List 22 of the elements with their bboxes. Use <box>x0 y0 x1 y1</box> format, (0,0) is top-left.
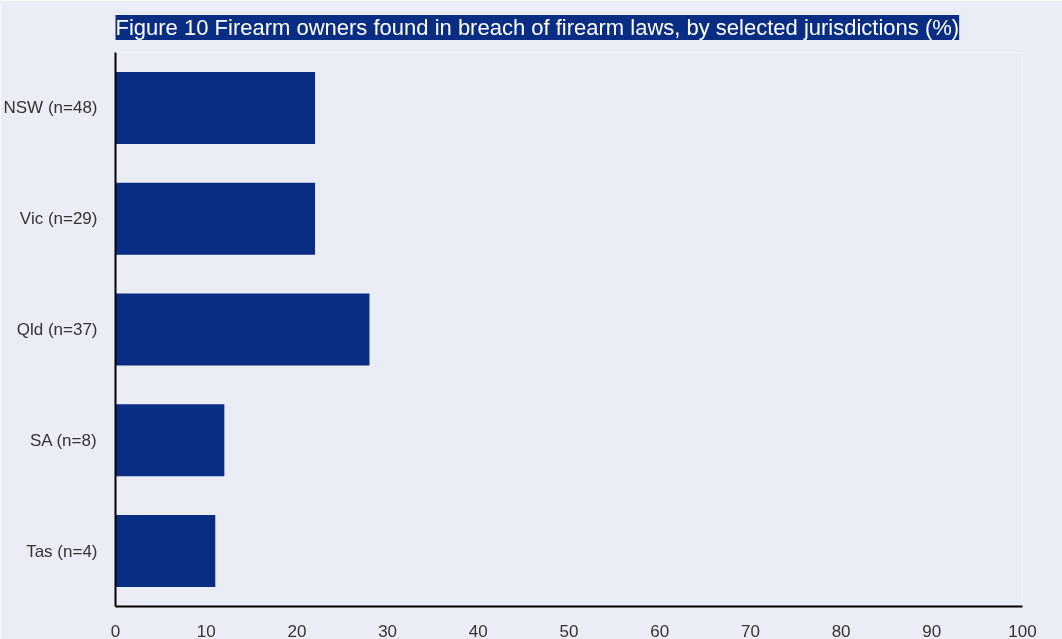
y-tick-label: NSW (n=48) <box>3 98 98 118</box>
x-tick-label: 90 <box>922 621 942 639</box>
x-tick-label: 30 <box>378 621 398 639</box>
x-tick-label: 70 <box>740 621 760 639</box>
x-tick-label: 50 <box>559 621 579 639</box>
chart-title: Figure 10 Firearm owners found in breach of firearm laws, by selected jurisdictions (%) <box>115 15 960 40</box>
bar <box>115 182 316 255</box>
bar <box>115 404 225 477</box>
y-tick-label: SA (n=8) <box>29 430 97 450</box>
y-tick-label: Vic (n=29) <box>19 209 98 229</box>
bar <box>115 71 316 144</box>
x-tick-label: 20 <box>287 621 307 639</box>
y-tick-label: Qld (n=37) <box>16 320 98 339</box>
x-tick-label: 0 <box>110 621 121 639</box>
bar <box>115 293 370 366</box>
y-tick-label: Tas (n=4) <box>26 541 98 561</box>
x-tick-label: 100 <box>1008 621 1037 639</box>
bar <box>115 515 216 588</box>
x-tick-label: 10 <box>196 621 216 639</box>
x-tick-label: 60 <box>650 621 670 639</box>
x-tick-label: 40 <box>468 621 488 639</box>
x-tick-label: 80 <box>831 621 851 639</box>
